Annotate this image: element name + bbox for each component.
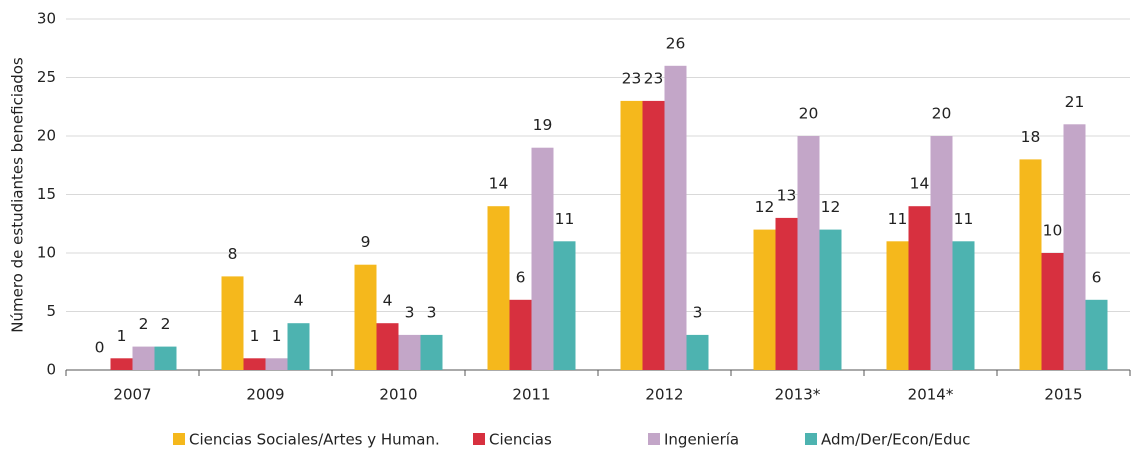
y-tick-label: 30 <box>37 10 56 28</box>
y-tick-label: 25 <box>37 68 56 86</box>
y-tick-label: 0 <box>46 361 56 379</box>
data-label: 20 <box>799 105 819 123</box>
data-label: 1 <box>272 327 282 345</box>
x-tick-label: 2009 <box>246 386 284 404</box>
x-tick-label: 2014* <box>908 386 954 404</box>
bar <box>154 346 177 370</box>
bar <box>908 206 931 370</box>
bar <box>487 206 510 370</box>
bar <box>110 358 133 370</box>
bar <box>886 241 909 370</box>
data-label: 3 <box>693 303 703 321</box>
legend-swatch <box>173 433 185 445</box>
x-tick-label: 2011 <box>512 386 550 404</box>
data-label: 18 <box>1021 128 1041 146</box>
bar <box>132 346 155 370</box>
data-label: 1 <box>250 327 260 345</box>
data-label: 14 <box>489 175 509 193</box>
legend-label: Ingeniería <box>664 431 739 449</box>
bar <box>1085 299 1108 370</box>
legend-label: Adm/Der/Econ/Educ <box>821 431 970 449</box>
data-label: 13 <box>777 186 797 204</box>
bar <box>775 217 798 370</box>
x-tick-label: 2015 <box>1044 386 1082 404</box>
bar <box>642 100 665 371</box>
data-label: 3 <box>405 303 415 321</box>
bar <box>553 241 576 370</box>
bar <box>1063 124 1086 370</box>
bar <box>243 358 266 370</box>
y-tick-label: 20 <box>37 127 56 145</box>
data-label: 6 <box>1092 268 1102 286</box>
data-label: 26 <box>666 34 686 52</box>
data-label: 11 <box>954 210 974 228</box>
data-label: 2 <box>139 315 149 333</box>
bar <box>664 65 687 371</box>
x-tick-label: 2007 <box>113 386 151 404</box>
legend-swatch <box>648 433 660 445</box>
bar <box>420 334 443 370</box>
bar <box>930 136 953 370</box>
data-label: 4 <box>383 292 393 310</box>
bar <box>531 147 554 370</box>
bar <box>1019 159 1042 370</box>
data-label: 1 <box>117 327 127 345</box>
bar <box>952 241 975 370</box>
bar <box>686 334 709 370</box>
bar <box>354 264 377 370</box>
data-label: 23 <box>644 69 664 87</box>
bar <box>753 229 776 370</box>
data-label: 12 <box>755 198 775 216</box>
data-label: 11 <box>555 210 575 228</box>
y-tick-label: 15 <box>37 185 56 203</box>
x-tick-label: 2012 <box>645 386 683 404</box>
data-label: 10 <box>1043 222 1063 240</box>
bar <box>509 299 532 370</box>
bar <box>221 276 244 370</box>
legend-swatch <box>805 433 817 445</box>
data-label: 11 <box>888 210 908 228</box>
data-label: 8 <box>228 245 238 263</box>
data-label: 21 <box>1065 93 1085 111</box>
data-label: 14 <box>910 175 930 193</box>
bar <box>1041 253 1064 370</box>
data-label: 9 <box>361 233 371 251</box>
legend-swatch <box>473 433 485 445</box>
data-label: 0 <box>95 339 105 357</box>
data-label: 2 <box>161 315 171 333</box>
bar <box>376 323 399 370</box>
bar <box>287 323 310 370</box>
bar <box>265 358 288 370</box>
data-label: 4 <box>294 292 304 310</box>
bar <box>398 334 421 370</box>
legend-label: Ciencias Sociales/Artes y Human. <box>189 431 440 449</box>
legend-label: Ciencias <box>489 431 552 449</box>
data-label: 20 <box>932 105 952 123</box>
y-tick-label: 5 <box>46 302 56 320</box>
data-label: 19 <box>533 116 553 134</box>
bar <box>620 100 643 371</box>
bar <box>819 229 842 370</box>
x-tick-label: 2010 <box>379 386 417 404</box>
y-axis-label: Número de estudiantes beneficiados <box>9 57 27 333</box>
x-tick-label: 2013* <box>775 386 821 404</box>
data-label: 3 <box>427 303 437 321</box>
data-label: 23 <box>622 69 642 87</box>
data-label: 12 <box>821 198 841 216</box>
data-label: 6 <box>516 268 526 286</box>
y-tick-label: 10 <box>37 244 56 262</box>
bar <box>797 136 820 370</box>
